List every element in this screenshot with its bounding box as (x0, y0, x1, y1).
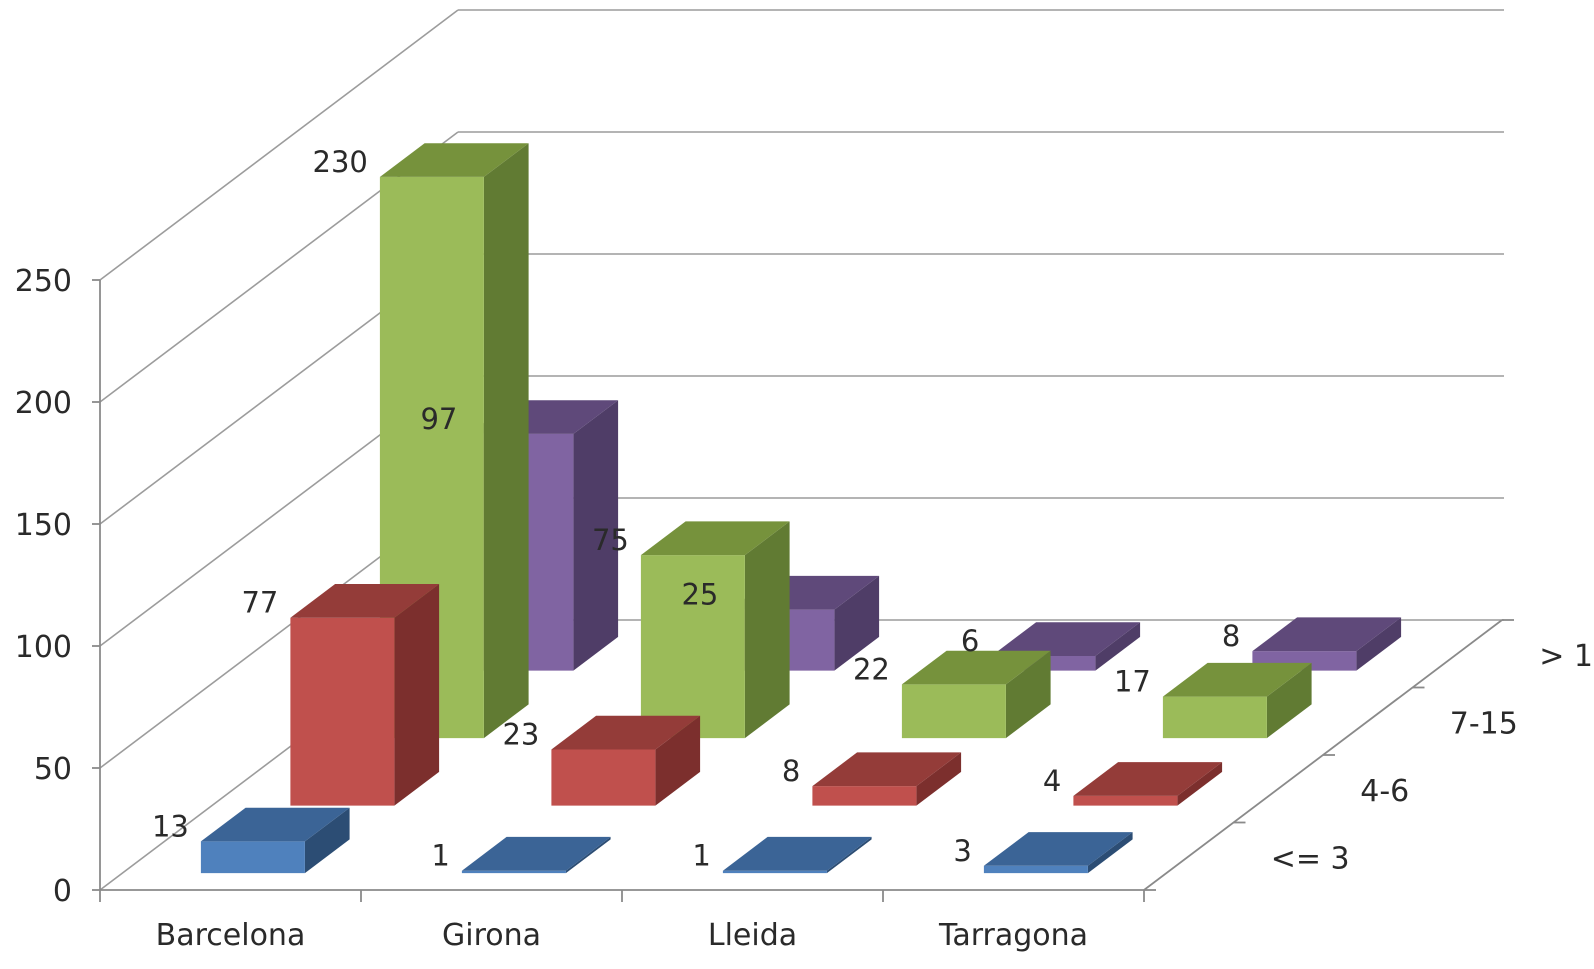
bar-side-face (1177, 762, 1223, 806)
bar-front-face (812, 786, 917, 806)
bar-side-face (744, 521, 790, 739)
bar-top-face (1162, 662, 1312, 697)
bar-side-face (483, 143, 529, 739)
bar-front-face (551, 749, 656, 806)
depth-tick-label: <= 3 (1271, 841, 1350, 876)
side-gridline-5 (99, 9, 459, 281)
bar-side-face (394, 584, 440, 806)
bar-715-girona (640, 521, 790, 739)
bar-3-barcelona (200, 807, 350, 874)
bar-46-barcelona (290, 584, 440, 806)
bar-front-face (1073, 795, 1178, 806)
y-tick-label: 200 (15, 386, 72, 421)
bar-side-face (1087, 832, 1133, 874)
x-tick-label: Barcelona (156, 918, 306, 953)
data-label: 22 (853, 652, 890, 686)
bar-side-face (304, 807, 350, 874)
bar-side-face (1266, 662, 1312, 739)
bar-3-tarragona (983, 832, 1133, 874)
bar-side-face (826, 836, 872, 874)
bar-top-face (901, 650, 1051, 685)
bar-side-face (1005, 650, 1051, 739)
depth-tick-label: 7-15 (1450, 706, 1518, 741)
bar-top-face (290, 584, 440, 618)
bar-side-face (1095, 622, 1141, 671)
data-label: 17 (1114, 665, 1151, 699)
bar-top-face (379, 143, 529, 177)
data-label: 8 (782, 754, 800, 788)
bar-layer (200, 143, 1402, 874)
axis-layer: 0 50 100 150 200 250 Barcelona Girona Lleida Tarr… (15, 264, 1594, 953)
bar-side-face (565, 836, 611, 874)
bar-top-face (461, 836, 611, 871)
bar-top-face (983, 832, 1133, 866)
bar-3-girona (461, 836, 611, 874)
data-label: 23 (502, 718, 539, 752)
x-tick-label: Tarragona (938, 918, 1088, 953)
y-tick-label: 100 (15, 630, 72, 665)
bar-side-face (573, 400, 619, 671)
data-label: 77 (241, 586, 278, 620)
data-label: 8 (1222, 619, 1240, 653)
bar-side-face (1356, 617, 1402, 671)
bar-top-face (200, 807, 350, 842)
data-label: 230 (313, 145, 368, 179)
bar-front-face (1162, 696, 1267, 739)
bar-top-face (991, 622, 1141, 656)
bar-front-face (722, 870, 827, 874)
bar-side-face (834, 575, 880, 671)
y-tick-label: 50 (34, 752, 72, 787)
bar-front-face (640, 555, 745, 739)
y-tick-label: 0 (53, 874, 72, 909)
data-label: 75 (592, 523, 629, 557)
bar-front-face (461, 870, 566, 874)
bar-46-lleida (812, 752, 962, 806)
depth-tick-label: > 15 (1539, 639, 1594, 674)
data-label: 6 (961, 624, 979, 658)
bar-front-face (901, 684, 1006, 739)
bar-715-tarragona (1162, 662, 1312, 739)
bar-715-lleida (901, 650, 1051, 739)
x-tick-label: Lleida (708, 918, 797, 953)
bar-top-face (1252, 617, 1402, 652)
data-label: 25 (681, 578, 718, 612)
y-tick-label: 150 (15, 508, 72, 543)
bar-top-face (812, 752, 962, 787)
bar-front-face (200, 841, 305, 874)
bar-front-face (983, 865, 1088, 874)
bar-side-face (655, 715, 701, 806)
bar-3-lleida (722, 836, 872, 874)
bar-46-girona (551, 715, 701, 806)
data-label: 3 (953, 834, 971, 868)
data-label: 4 (1043, 764, 1061, 798)
bar-top-face (1073, 762, 1223, 796)
bar-top-face (640, 521, 790, 556)
bar-front-face (290, 617, 395, 806)
bar-15-tarragona (1252, 617, 1402, 671)
x-tick-label: Girona (442, 918, 541, 953)
data-label: 1 (692, 839, 710, 873)
data-label: 13 (152, 809, 189, 843)
bar-side-face (916, 752, 962, 806)
bar-top-face (551, 715, 701, 750)
bar-46-tarragona (1073, 762, 1223, 806)
data-label: 1 (431, 839, 449, 873)
data-label: 97 (420, 402, 457, 436)
depth-tick-label: 4-6 (1360, 774, 1409, 809)
y-tick-label: 250 (15, 264, 72, 299)
bar-top-face (722, 836, 872, 871)
